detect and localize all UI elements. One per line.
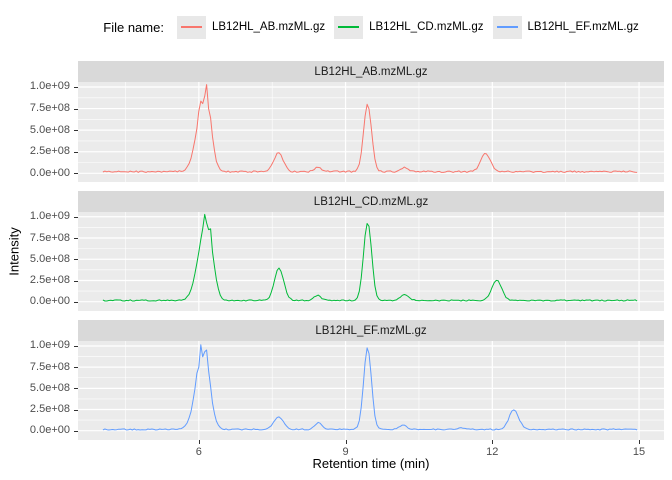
legend-key-line <box>180 26 202 28</box>
legend-key-line <box>338 26 360 28</box>
legend-key-icon <box>334 15 364 39</box>
chromatogram-trace-0 <box>102 84 638 173</box>
y-tick-label: 2.5e+08 <box>29 403 70 416</box>
legend-key-icon <box>176 15 206 39</box>
legend-key-icon <box>492 15 522 39</box>
y-tick-mark <box>74 238 78 239</box>
y-tick-mark <box>74 108 78 110</box>
legend-item-0: LB12HL_AB.mzML.gz <box>176 15 326 39</box>
facet-strip-2: LB12HL_EF.mzML.gz <box>78 320 664 341</box>
y-tick-label: 7.5e+08 <box>29 231 70 244</box>
x-tick-label: 12 <box>486 446 499 458</box>
y-tick-mark <box>74 216 78 218</box>
legend-title: File name: <box>103 19 164 35</box>
legend-item-2: LB12HL_EF.mzML.gz <box>492 15 639 39</box>
chromatogram-trace-1 <box>102 213 638 302</box>
x-tick-mark <box>345 440 347 444</box>
y-tick-mark <box>74 259 78 261</box>
x-tick-mark <box>492 440 494 444</box>
y-tick-mark <box>74 130 78 132</box>
y-tick-label: 2.5e+08 <box>29 273 70 286</box>
y-tick-mark <box>74 388 78 390</box>
x-axis-title: Retention time (min) <box>312 456 430 471</box>
y-tick-mark <box>74 367 78 369</box>
y-tick-label: 5.0e+08 <box>29 252 70 265</box>
legend-items: LB12HL_AB.mzML.gz LB12HL_CD.mzML.gz LB12HL… <box>176 15 639 39</box>
y-tick-label: 7.5e+08 <box>29 102 70 115</box>
y-tick-mark <box>74 430 78 432</box>
chromatogram-trace-2 <box>102 344 638 431</box>
legend: File name: LB12HL_AB.mzML.gz LB12HL_CD.mz… <box>0 12 672 42</box>
y-tick-mark <box>74 409 78 411</box>
y-tick-label: 7.5e+08 <box>29 360 70 373</box>
legend-item-label: LB12HL_EF.mzML.gz <box>527 21 639 33</box>
y-tick-mark <box>74 346 78 347</box>
legend-item-label: LB12HL_CD.mzML.gz <box>369 21 484 33</box>
y-tick-label: 0.0e+00 <box>29 295 70 308</box>
x-tick-label: 6 <box>195 446 202 458</box>
facet-title: LB12HL_CD.mzML.gz <box>313 195 429 208</box>
gridlines <box>78 82 664 182</box>
facet-title: LB12HL_AB.mzML.gz <box>314 65 428 78</box>
x-tick-label: 15 <box>632 446 646 458</box>
legend-item-label: LB12HL_AB.mzML.gz <box>211 21 326 33</box>
y-tick-mark <box>74 151 78 153</box>
y-tick-label: 1.0e+09 <box>29 339 70 352</box>
y-tick-mark <box>74 301 78 303</box>
y-tick-mark <box>74 173 78 175</box>
facet-panel-1 <box>78 212 664 311</box>
x-tick-mark <box>639 440 641 444</box>
facet-panel-2 <box>78 341 664 440</box>
y-tick-label: 0.0e+00 <box>29 166 70 179</box>
y-tick-label: 5.0e+08 <box>29 381 70 394</box>
y-tick-label: 1.0e+09 <box>29 80 70 93</box>
x-tick-mark <box>198 440 200 444</box>
legend-key-line <box>496 26 518 28</box>
facet-strip-0: LB12HL_AB.mzML.gz <box>78 61 664 82</box>
facet-title: LB12HL_EF.mzML.gz <box>315 324 427 337</box>
y-tick-label: 2.5e+08 <box>29 145 70 158</box>
y-tick-label: 5.0e+08 <box>29 123 70 136</box>
y-tick-mark <box>74 87 78 88</box>
gridlines <box>78 212 664 311</box>
y-tick-label: 0.0e+00 <box>29 424 70 437</box>
legend-item-1: LB12HL_CD.mzML.gz <box>334 15 484 39</box>
gridlines <box>78 341 664 440</box>
x-tick-label: 9 <box>342 446 349 458</box>
facet-strip-1: LB12HL_CD.mzML.gz <box>78 191 664 212</box>
y-tick-mark <box>74 280 78 282</box>
facet-panel-0 <box>78 82 664 182</box>
y-tick-label: 1.0e+09 <box>29 210 70 223</box>
